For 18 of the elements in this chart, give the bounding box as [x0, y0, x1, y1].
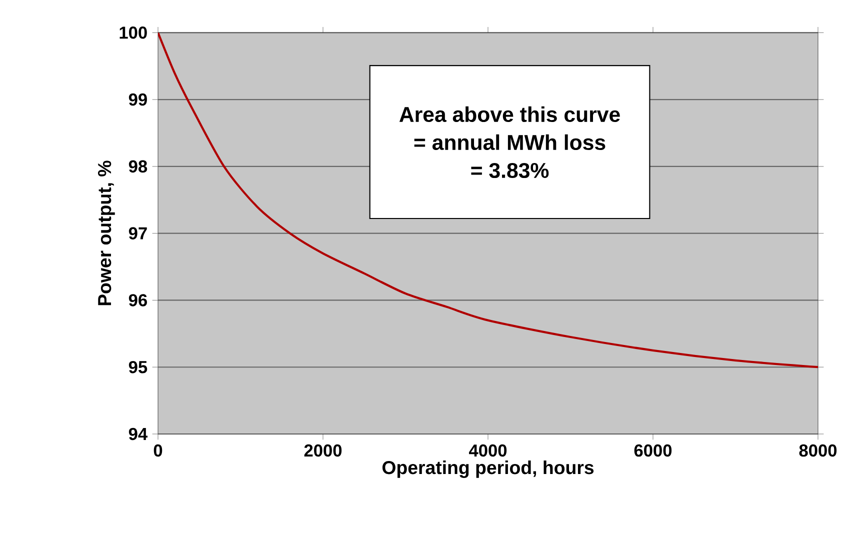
- y-tick-label: 97: [128, 227, 147, 240]
- x-tick-label: 0: [154, 444, 162, 457]
- x-tick-label: 6000: [634, 444, 672, 457]
- annotation: = annual MWh loss: [414, 134, 606, 150]
- y-tick-label: 95: [128, 360, 148, 374]
- y-tick-label: 94: [128, 428, 148, 440]
- x-axis-title: Operating period, hours: [382, 460, 594, 478]
- x-tick-label: 2000: [304, 444, 342, 457]
- annotation: Area above this curve: [399, 106, 620, 122]
- y-tick-label: 100: [120, 26, 147, 39]
- line-series: [158, 32, 818, 368]
- y-tick-label: 99: [128, 93, 147, 106]
- x-tick-label: 4000: [468, 444, 507, 457]
- y-axis-title: Power output, %: [98, 160, 115, 306]
- y-tick-label: 96: [128, 294, 147, 306]
- x-tick-label: 8000: [799, 444, 837, 457]
- annotation: = 3.83%: [471, 162, 549, 178]
- y-tick-label: 98: [128, 160, 148, 173]
